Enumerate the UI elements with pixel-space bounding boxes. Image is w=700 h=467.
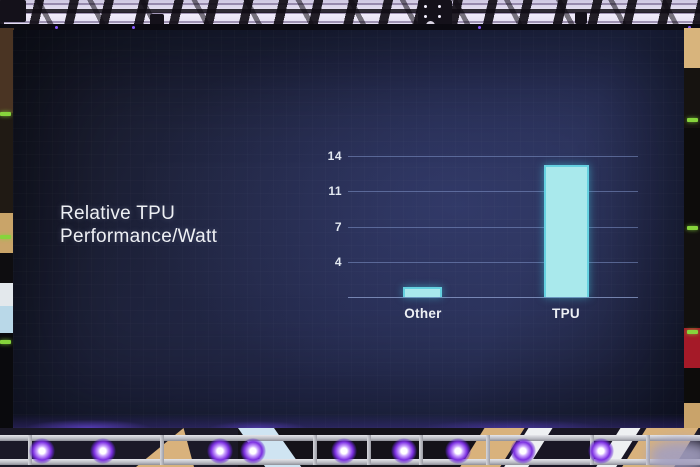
stage-wall-left: [0, 28, 14, 430]
frame-indicator-dot: [478, 26, 481, 29]
bar-tpu: [544, 165, 589, 297]
green-accent-dash: [687, 330, 698, 334]
stage-front: [0, 428, 700, 467]
gridline: 7: [335, 220, 638, 234]
rail-post: [160, 435, 164, 465]
y-tick-label: 4: [334, 255, 342, 269]
green-accent-dash: [0, 112, 11, 116]
guardrail-top: [0, 435, 700, 441]
gridline: 11: [328, 184, 638, 198]
roof-fixture: [150, 14, 164, 26]
y-tick-label: 11: [328, 184, 342, 198]
screen-bottom-light-glow: [13, 414, 684, 428]
green-accent-dash: [687, 118, 698, 122]
bar-chart: 14 11 7 4 Other TPU: [328, 149, 638, 321]
green-accent-dash: [687, 226, 698, 230]
fixture-light-dot: [438, 15, 441, 18]
rail-post: [646, 435, 650, 465]
rail-post: [419, 435, 423, 465]
stage-wall-right: [684, 28, 700, 430]
slide-title-line-1: Relative TPU: [60, 203, 176, 224]
foreground-blur-blob: [648, 440, 700, 467]
rail-post: [313, 435, 317, 465]
frame-indicator-dot: [688, 26, 691, 29]
gridline: 4: [335, 255, 638, 269]
green-accent-dash: [0, 235, 11, 239]
roof-fixture: [0, 0, 26, 22]
purple-stage-light: [29, 438, 55, 464]
rail-post: [367, 435, 371, 465]
truss-beam: [0, 9, 700, 13]
y-tick-label: 14: [327, 149, 342, 163]
purple-stage-light: [331, 438, 357, 464]
fixture-light-dot: [424, 15, 427, 18]
presentation-screen: Relative TPU Performance/Watt 14 11 7 4 …: [13, 30, 684, 428]
gridline: 14: [328, 149, 638, 163]
frame-indicator-dot: [132, 26, 135, 29]
bar-category-label: Other: [404, 306, 442, 321]
y-tick-label: 7: [334, 220, 342, 234]
purple-stage-light: [588, 438, 614, 464]
slide-title: Relative TPU Performance/Watt: [60, 202, 217, 248]
x-axis-baseline: [348, 297, 638, 298]
roof-fixture: [575, 12, 587, 24]
rail-post: [486, 435, 490, 465]
purple-stage-light: [90, 438, 116, 464]
slide-title-line-2: Performance/Watt: [60, 226, 218, 247]
purple-stage-light: [445, 438, 471, 464]
fixture-light-dot: [438, 5, 441, 8]
green-accent-dash: [0, 340, 11, 344]
frame-indicator-dot: [55, 26, 58, 29]
purple-stage-light: [391, 438, 417, 464]
bar-category-label: TPU: [552, 306, 580, 321]
bar-other: [403, 287, 442, 297]
screen-top-frame: [0, 24, 700, 32]
purple-stage-light: [207, 438, 233, 464]
purple-stage-light: [240, 438, 266, 464]
purple-stage-light: [510, 438, 536, 464]
fixture-light-dot: [424, 5, 427, 8]
